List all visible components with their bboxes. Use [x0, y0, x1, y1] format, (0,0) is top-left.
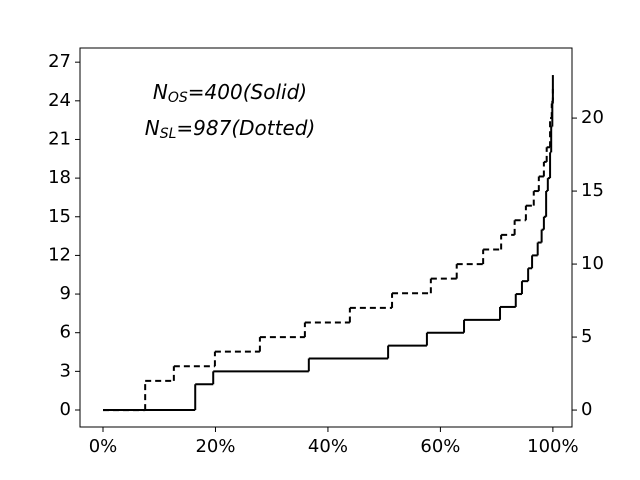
x-tick-label: 100%	[527, 436, 578, 457]
annotation: NOS=400(Solid)	[153, 80, 307, 107]
y-tick-label: 0	[60, 399, 71, 420]
annotation-subscript: OS	[168, 90, 188, 106]
y-tick-label: 3	[60, 360, 71, 381]
y-tick-label: 24	[48, 90, 71, 111]
x-tick-label: 40%	[308, 436, 348, 457]
y-tick-label: 6	[60, 322, 71, 343]
annotation: NSL=987(Dotted)	[145, 116, 316, 143]
y-tick-label: 27	[48, 51, 71, 72]
annotation-text: =400(Solid)	[188, 80, 307, 104]
plot-frame	[79, 47, 573, 428]
x-tick-label: 20%	[195, 436, 235, 457]
annotation-symbol: N	[153, 80, 168, 104]
y2-tick-label: 5	[581, 326, 592, 347]
x-tick-label: 0%	[89, 436, 118, 457]
y2-tick-label: 0	[581, 399, 592, 420]
y2-tick-label: 10	[581, 253, 604, 274]
y2-tick-label: 15	[581, 180, 604, 201]
y-tick-label: 18	[48, 167, 71, 188]
annotation-text: =987(Dotted)	[176, 116, 315, 140]
y2-tick-label: 20	[581, 107, 604, 128]
y-tick-label: 15	[48, 206, 71, 227]
annotation-subscript: SL	[160, 126, 177, 142]
annotation-symbol: N	[145, 116, 160, 140]
y-tick-label: 12	[48, 244, 71, 265]
x-tick-label: 60%	[420, 436, 460, 457]
y-tick-label: 9	[60, 283, 71, 304]
y-tick-label: 21	[48, 128, 71, 149]
